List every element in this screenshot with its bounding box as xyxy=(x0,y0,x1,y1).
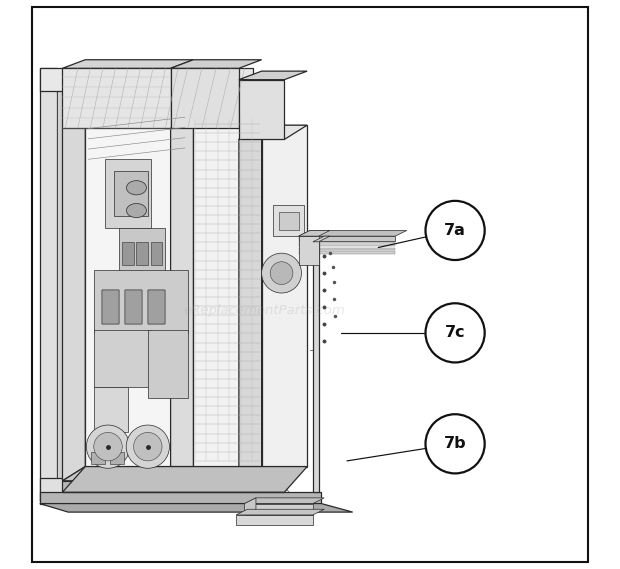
Polygon shape xyxy=(148,290,165,324)
Circle shape xyxy=(134,432,162,461)
Polygon shape xyxy=(102,290,120,324)
Polygon shape xyxy=(63,467,307,481)
Polygon shape xyxy=(244,498,256,515)
Polygon shape xyxy=(40,68,253,91)
Polygon shape xyxy=(63,481,285,492)
Polygon shape xyxy=(170,60,262,68)
Polygon shape xyxy=(239,125,307,139)
Polygon shape xyxy=(40,68,57,501)
Polygon shape xyxy=(63,467,307,492)
Polygon shape xyxy=(85,114,193,467)
Polygon shape xyxy=(151,242,162,265)
Polygon shape xyxy=(239,125,262,467)
Polygon shape xyxy=(125,290,142,324)
Polygon shape xyxy=(120,228,165,273)
Ellipse shape xyxy=(126,203,146,218)
Polygon shape xyxy=(170,114,262,128)
Polygon shape xyxy=(262,125,307,467)
Text: 7c: 7c xyxy=(445,325,466,340)
Polygon shape xyxy=(313,236,330,242)
Circle shape xyxy=(270,262,293,284)
Polygon shape xyxy=(313,242,319,492)
Polygon shape xyxy=(170,114,193,467)
Polygon shape xyxy=(279,212,299,230)
Circle shape xyxy=(425,414,485,473)
Polygon shape xyxy=(40,504,353,512)
Circle shape xyxy=(425,201,485,260)
Polygon shape xyxy=(299,230,407,236)
Polygon shape xyxy=(94,330,151,387)
Polygon shape xyxy=(299,236,396,241)
Text: 7b: 7b xyxy=(444,436,466,451)
Text: 7a: 7a xyxy=(444,223,466,238)
Polygon shape xyxy=(40,492,321,504)
Polygon shape xyxy=(113,171,148,216)
Polygon shape xyxy=(91,452,105,464)
Circle shape xyxy=(425,303,485,362)
Polygon shape xyxy=(40,478,253,501)
Polygon shape xyxy=(244,498,324,504)
Polygon shape xyxy=(299,251,396,254)
Polygon shape xyxy=(57,68,63,501)
Polygon shape xyxy=(299,237,396,241)
Polygon shape xyxy=(102,290,120,324)
Polygon shape xyxy=(273,205,304,236)
Polygon shape xyxy=(110,452,124,464)
Polygon shape xyxy=(125,290,142,324)
Polygon shape xyxy=(236,509,324,515)
Polygon shape xyxy=(122,242,134,265)
Polygon shape xyxy=(299,230,330,236)
Circle shape xyxy=(126,425,169,468)
Polygon shape xyxy=(63,114,85,481)
Polygon shape xyxy=(94,270,188,333)
Polygon shape xyxy=(94,387,128,432)
Polygon shape xyxy=(136,242,148,265)
Polygon shape xyxy=(105,159,151,228)
Ellipse shape xyxy=(126,181,146,195)
Polygon shape xyxy=(299,242,396,246)
Circle shape xyxy=(86,425,130,468)
Polygon shape xyxy=(148,290,165,324)
Polygon shape xyxy=(63,60,193,68)
Polygon shape xyxy=(170,68,239,128)
Polygon shape xyxy=(193,114,262,467)
Polygon shape xyxy=(63,68,170,128)
Polygon shape xyxy=(239,80,285,139)
Circle shape xyxy=(262,253,301,293)
Polygon shape xyxy=(244,504,313,515)
Polygon shape xyxy=(236,515,313,525)
Polygon shape xyxy=(239,71,307,80)
Polygon shape xyxy=(299,248,396,250)
Polygon shape xyxy=(148,330,188,398)
Polygon shape xyxy=(63,114,193,128)
Circle shape xyxy=(94,432,122,461)
Polygon shape xyxy=(299,236,319,265)
Text: eReplacementParts.com: eReplacementParts.com xyxy=(184,304,345,316)
